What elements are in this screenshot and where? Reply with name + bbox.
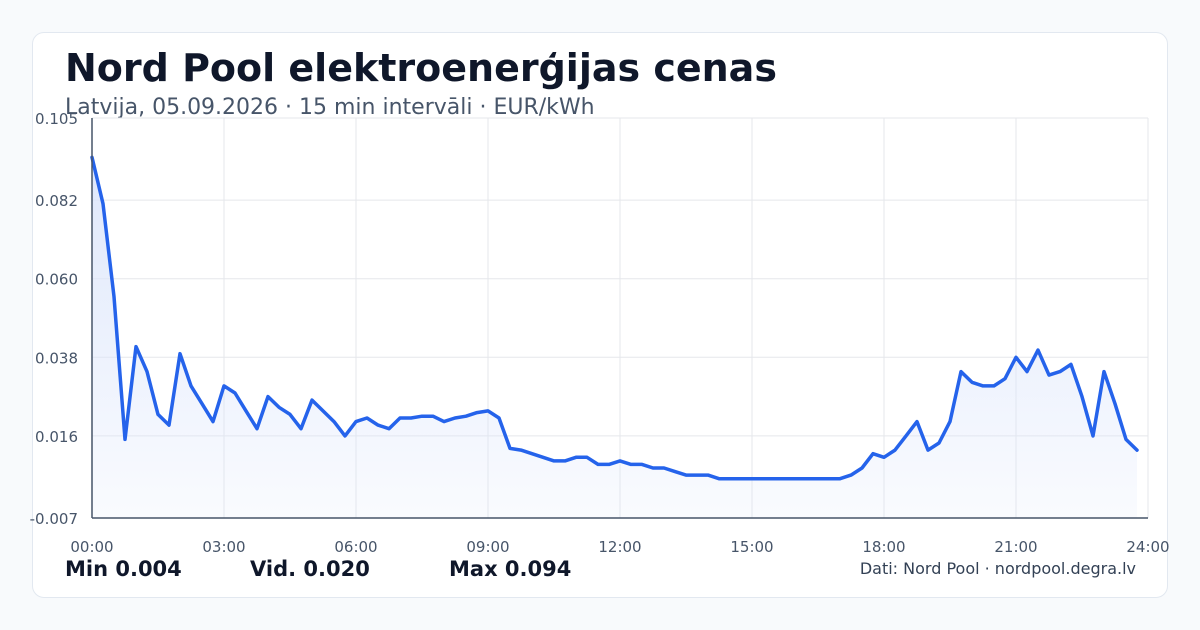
y-tick-label: 0.016 [35,428,78,446]
y-tick-label: 0.082 [35,192,78,210]
data-source-note: Dati: Nord Pool · nordpool.degra.lv [859,559,1136,578]
x-tick-label: 21:00 [994,538,1037,556]
y-tick-label: 0.105 [35,110,78,128]
x-tick-label: 09:00 [466,538,509,556]
y-tick-label: -0.007 [30,510,78,528]
x-tick-label: 06:00 [334,538,377,556]
min-price-stat: Min 0.004 [65,557,182,581]
x-tick-label: 18:00 [862,538,905,556]
x-tick-label: 03:00 [202,538,245,556]
average-price-stat: Vid. 0.020 [250,557,370,581]
x-tick-label: 00:00 [70,538,113,556]
price-line [90,155,1139,481]
page-title: Nord Pool elektroenerģijas cenas [65,46,777,90]
y-tick-label: 0.038 [35,349,78,367]
y-tick-label: 0.060 [35,271,78,289]
x-tick-label: 24:00 [1126,538,1169,556]
max-price-stat: Max 0.094 [449,557,572,581]
x-tick-label: 15:00 [730,538,773,556]
page-subtitle: Latvija, 05.09.2026 · 15 min intervāli ·… [65,95,595,120]
x-tick-label: 12:00 [598,538,641,556]
